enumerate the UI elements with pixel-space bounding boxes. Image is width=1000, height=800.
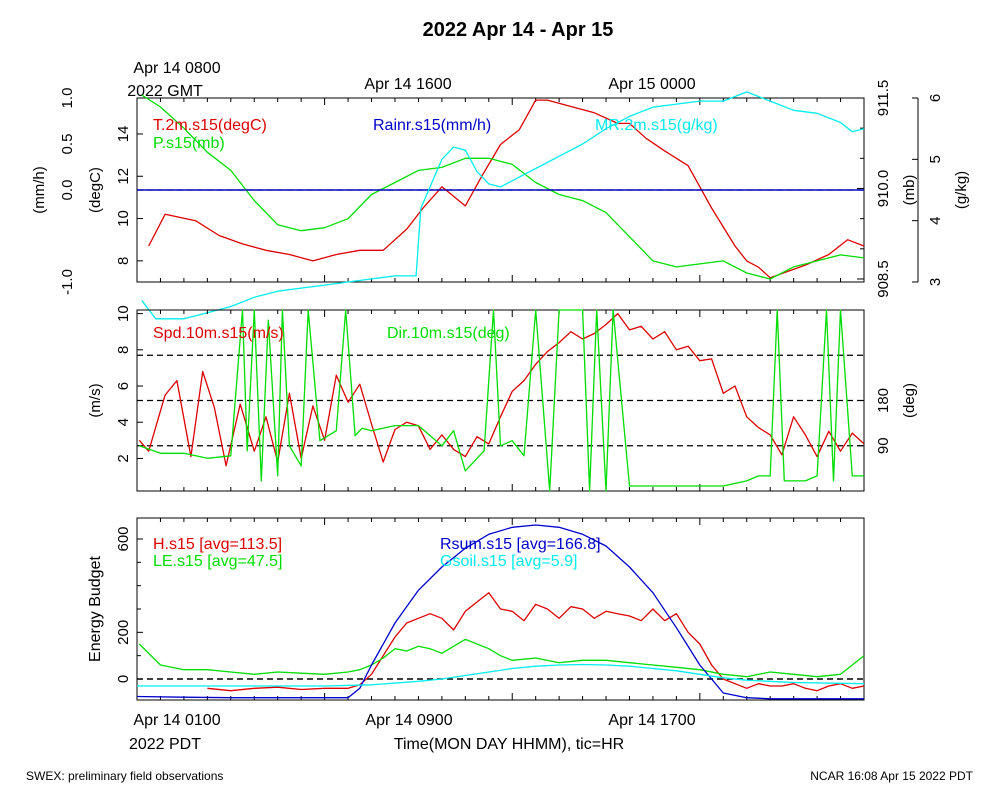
y-tick-label: 910.0	[875, 170, 892, 208]
y-tick-label: 5	[927, 155, 944, 163]
top-axis-label-1: Apr 14 1600	[364, 76, 451, 93]
legend-entry: H.s15 [avg=113.5]	[153, 536, 282, 553]
series-line	[141, 94, 865, 280]
y-tick-label: 908.5	[875, 260, 892, 298]
top-axis-sublabel: 2022 GMT	[127, 83, 203, 100]
y-tick-label: 200	[115, 620, 132, 645]
series-line	[136, 524, 864, 700]
y-tick-label: 0.0	[59, 180, 76, 201]
y-tick-label: 90	[875, 437, 892, 454]
y-tick-label: 3	[927, 278, 944, 286]
series-line	[138, 638, 865, 678]
bottom-axis-label-0: Apr 14 0100	[133, 712, 220, 729]
legend-entry: Rainr.s15(mm/h)	[373, 117, 491, 134]
legend-entry: Spd.10m.s15(m/s)	[153, 325, 284, 342]
series-line	[139, 309, 864, 492]
panel-middle: 2 4 6 8 10 (m/s) 90 180 (deg) Spd.10m.s15(m/s) Dir…	[87, 305, 918, 492]
panel-bottom: 0 200 600 Energy Budget H.s15 [avg=113.5]LE.…	[87, 517, 865, 701]
legend-entry: Rsum.s15 [avg=166.8]	[440, 536, 601, 553]
y-tick-label: 10	[115, 305, 132, 322]
y-axis-label: (mb)	[901, 175, 918, 206]
legend-entry: P.s15(mb)	[153, 135, 225, 152]
top-axis-label-2: Apr 15 0000	[608, 76, 695, 93]
y-tick-label: 6	[115, 382, 132, 390]
y-axis-label: (g/kg)	[953, 171, 970, 209]
y-axis-label: (m/s)	[87, 383, 104, 417]
bottom-axis-label-1: Apr 14 0900	[365, 712, 452, 729]
panel-top: -1.0 0.0 0.5 1.0 (mm/h) 8 10 12 14 (degC) 908.5 910…	[31, 80, 970, 320]
y-tick-label: 600	[115, 526, 132, 551]
y-axis-label: (deg)	[901, 383, 918, 418]
y-tick-label: 1.0	[59, 88, 76, 109]
y-tick-label: 14	[115, 126, 132, 143]
y-tick-label: 180	[875, 388, 892, 413]
y-axis-label: (degC)	[87, 167, 104, 213]
y-tick-label: 6	[927, 94, 944, 102]
y-tick-label: 2	[115, 454, 132, 462]
legend-entry: Dir.10m.s15(deg)	[387, 325, 510, 342]
series-line	[138, 312, 865, 467]
y-tick-label: 8	[115, 257, 132, 265]
legend-entry: Gsoil.s15 [avg=5.9]	[440, 553, 577, 570]
y-tick-label: 4	[927, 216, 944, 224]
bottom-axis-label-2: Apr 14 1700	[608, 712, 695, 729]
legend-entry: LE.s15 [avg=47.5]	[153, 553, 282, 570]
y-axis-label: (mm/h)	[31, 166, 48, 214]
legend-entry: MR.2m.s15(g/kg)	[595, 117, 718, 134]
y-tick-label: 12	[115, 168, 132, 185]
legend-entry: T.2m.s15(degC)	[153, 117, 267, 134]
page-title: 2022 Apr 14 - Apr 15	[423, 19, 614, 41]
y-axis-label: Energy Budget	[87, 556, 104, 662]
y-tick-label: 4	[115, 418, 132, 426]
series-line	[207, 592, 865, 692]
series-line	[148, 99, 865, 279]
series-line	[141, 91, 865, 320]
y-tick-label: 10	[115, 210, 132, 227]
series-line	[137, 663, 865, 687]
bottom-axis-sublabel: 2022 PDT	[129, 736, 201, 753]
y-tick-label: 0.5	[59, 134, 76, 155]
top-axis-label-0: Apr 14 0800	[133, 60, 220, 77]
y-tick-label: 8	[115, 346, 132, 354]
y-tick-label: -1.0	[59, 269, 76, 295]
x-axis-title: Time(MON DAY HHMM), tic=HR	[394, 736, 624, 753]
y-tick-label: 0	[115, 675, 132, 683]
y-tick-label: 911.5	[875, 80, 892, 116]
footer-left: SWEX: preliminary field observations	[26, 769, 223, 783]
footer-right: NCAR 16:08 Apr 15 2022 PDT	[810, 769, 973, 783]
